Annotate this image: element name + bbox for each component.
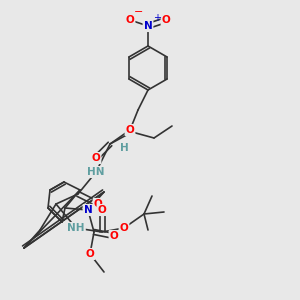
Text: O: O [85, 249, 94, 259]
Text: O: O [98, 205, 106, 215]
Text: O: O [92, 153, 100, 163]
Text: O: O [126, 125, 134, 135]
Text: H: H [120, 143, 128, 153]
Text: O: O [120, 223, 128, 233]
Text: NH: NH [67, 223, 85, 233]
Text: +: + [153, 13, 161, 23]
Text: O: O [110, 231, 118, 241]
Text: O: O [126, 15, 134, 25]
Text: O: O [162, 15, 170, 25]
Text: −: − [134, 7, 144, 17]
Text: HN: HN [87, 167, 105, 177]
Text: O: O [94, 199, 102, 209]
Text: N: N [84, 205, 92, 215]
Text: N: N [144, 21, 152, 31]
